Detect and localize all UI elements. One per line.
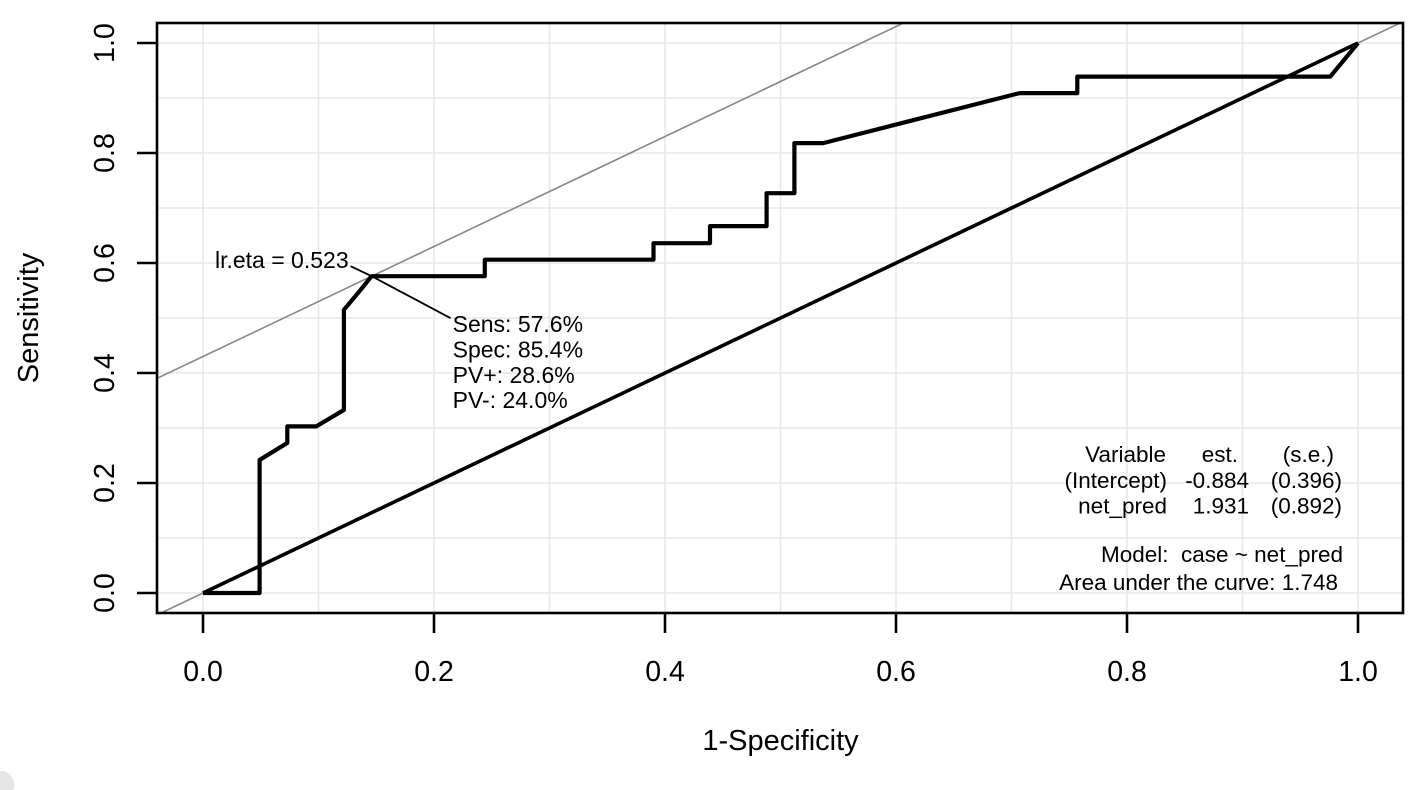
y-tick-label: 0.4 (89, 353, 121, 393)
chance-diagonal (202, 41, 1359, 595)
cutpoint-label: lr.eta = 0.523 (215, 247, 349, 273)
cutpoint-connector-line (350, 265, 373, 278)
cutpoint-connector-line (371, 275, 452, 319)
auc-label: Area under the curve: 1.748 (1059, 570, 1338, 595)
y-tick-label: 0.8 (89, 133, 121, 173)
y-tick-label: 0.6 (89, 243, 121, 283)
model-table-cell: 1.931 (1193, 493, 1249, 518)
x-tick-label: 0.0 (183, 656, 223, 688)
plot-border (155, 21, 1405, 615)
x-tick-label: 0.6 (876, 656, 916, 688)
grid (157, 23, 1403, 613)
y-axis-title: Sensitivity (13, 252, 45, 383)
model-table-cell: (0.396) (1271, 468, 1342, 493)
model-table-cell: (0.892) (1271, 493, 1342, 518)
x-tick-label: 0.2 (414, 656, 454, 688)
y-tick-label: 0.2 (89, 463, 121, 503)
y-tick-label: 0.0 (89, 573, 121, 613)
y-tick-label: 1.0 (89, 23, 121, 63)
model-table-header: est. (1202, 442, 1238, 467)
cutpoint-stat-line: PV-: 24.0% (453, 387, 568, 413)
x-tick-label: 0.8 (1107, 656, 1147, 688)
model-table-header: (s.e.) (1283, 442, 1334, 467)
cutpoint-stat-line: Spec: 85.4% (453, 337, 583, 363)
model-table-cell: -0.884 (1185, 468, 1249, 493)
axes: 0.0 0.2 0.4 0.6 0.8 1.0 0.0 0.2 0.4 0.6 0.8 1.0 1-Sp… (13, 23, 1378, 757)
model-formula-label: Model: case ~ net_pred (1101, 542, 1343, 567)
roc-curve (203, 41, 1360, 596)
reference-lines (157, 23, 1402, 613)
x-tick-label: 1.0 (1338, 656, 1378, 688)
corner-artifact (0, 771, 14, 790)
model-table-cell: net_pred (1078, 493, 1167, 518)
x-axis-title: 1-Specificity (702, 725, 859, 757)
cutpoint-stat-line: Sens: 57.6% (453, 311, 583, 337)
model-table-cell: (Intercept) (1064, 468, 1167, 493)
model-summary: Variable est. (s.e.) (Intercept) -0.884 (0.39… (1059, 442, 1343, 595)
cutpoint-annotation: lr.eta = 0.523 Sens: 57.6%Spec: 85.4%PV+:… (215, 247, 583, 413)
cutpoint-stat-line: PV+: 28.6% (453, 362, 575, 388)
x-tick-label: 0.4 (645, 656, 685, 688)
optimal-cut-gray-line (157, 23, 906, 380)
model-table-header: Variable (1085, 442, 1166, 467)
